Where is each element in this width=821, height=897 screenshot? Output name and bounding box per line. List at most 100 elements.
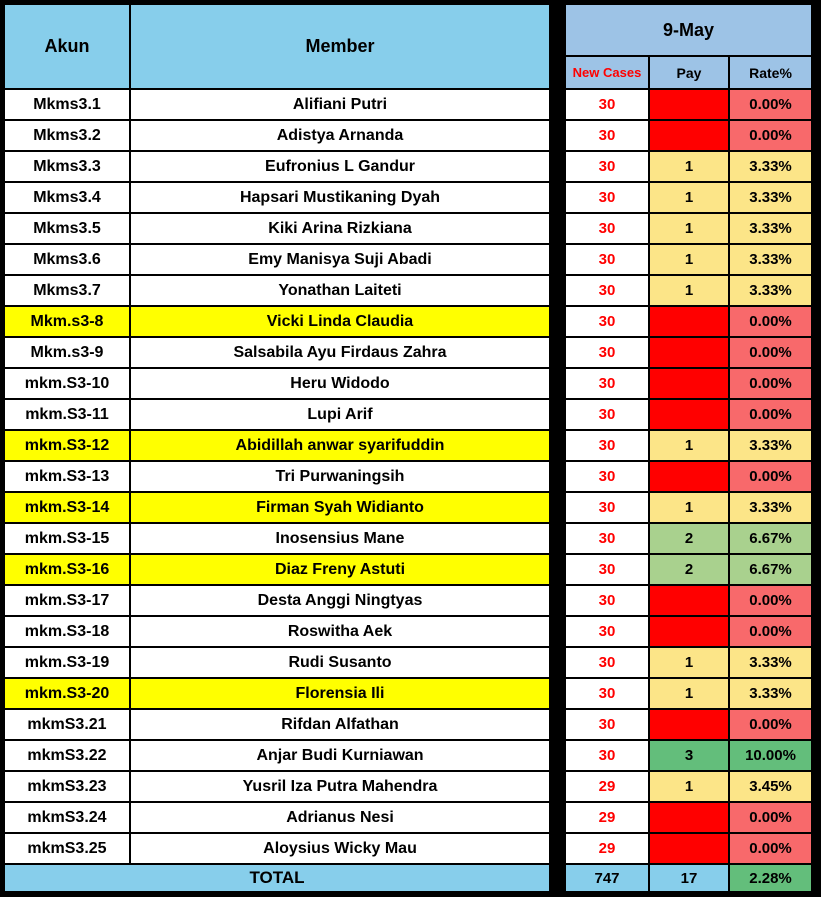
new-cases-cell[interactable]: 29 [564, 801, 650, 834]
new-cases-cell[interactable]: 30 [564, 181, 650, 214]
akun-cell[interactable]: Mkms3.4 [3, 181, 131, 214]
rate-cell[interactable]: 0.00% [727, 832, 814, 865]
rate-cell[interactable]: 0.00% [727, 708, 814, 741]
member-cell[interactable]: Hapsari Mustikaning Dyah [129, 181, 551, 214]
new-cases-cell[interactable]: 30 [564, 553, 650, 586]
akun-cell[interactable]: mkmS3.22 [3, 739, 131, 772]
new-cases-cell[interactable]: 30 [564, 646, 650, 679]
rate-cell[interactable]: 3.45% [727, 770, 814, 803]
pay-cell[interactable] [648, 119, 730, 152]
rate-cell[interactable]: 3.33% [727, 212, 814, 245]
akun-cell[interactable]: mkmS3.21 [3, 708, 131, 741]
akun-cell[interactable]: mkm.S3-11 [3, 398, 131, 431]
pay-cell[interactable]: 1 [648, 770, 730, 803]
pay-cell[interactable] [648, 584, 730, 617]
rate-cell[interactable]: 3.33% [727, 491, 814, 524]
new-cases-cell[interactable]: 30 [564, 305, 650, 338]
column-header-akun[interactable]: Akun [3, 3, 131, 90]
member-cell[interactable]: Salsabila Ayu Firdaus Zahra [129, 336, 551, 369]
new-cases-cell[interactable]: 30 [564, 522, 650, 555]
pay-cell[interactable] [648, 832, 730, 865]
column-header-pay[interactable]: Pay [648, 55, 730, 90]
rate-cell[interactable]: 0.00% [727, 119, 814, 152]
pay-cell[interactable]: 1 [648, 429, 730, 462]
rate-cell[interactable]: 0.00% [727, 615, 814, 648]
total-rate-cell[interactable]: 2.28% [727, 863, 814, 893]
member-cell[interactable]: Rudi Susanto [129, 646, 551, 679]
rate-cell[interactable]: 3.33% [727, 243, 814, 276]
akun-cell[interactable]: Mkms3.5 [3, 212, 131, 245]
pay-cell[interactable]: 3 [648, 739, 730, 772]
member-cell[interactable]: Vicki Linda Claudia [129, 305, 551, 338]
rate-cell[interactable]: 0.00% [727, 88, 814, 121]
member-cell[interactable]: Eufronius L Gandur [129, 150, 551, 183]
pay-cell[interactable] [648, 801, 730, 834]
new-cases-cell[interactable]: 30 [564, 584, 650, 617]
new-cases-cell[interactable]: 30 [564, 336, 650, 369]
member-cell[interactable]: Firman Syah Widianto [129, 491, 551, 524]
member-cell[interactable]: Anjar Budi Kurniawan [129, 739, 551, 772]
pay-cell[interactable] [648, 708, 730, 741]
new-cases-cell[interactable]: 29 [564, 770, 650, 803]
new-cases-cell[interactable]: 30 [564, 429, 650, 462]
member-cell[interactable]: Inosensius Mane [129, 522, 551, 555]
member-cell[interactable]: Diaz Freny Astuti [129, 553, 551, 586]
pay-cell[interactable] [648, 615, 730, 648]
pay-cell[interactable] [648, 367, 730, 400]
member-cell[interactable]: Rifdan Alfathan [129, 708, 551, 741]
pay-cell[interactable] [648, 88, 730, 121]
new-cases-cell[interactable]: 30 [564, 708, 650, 741]
akun-cell[interactable]: Mkms3.6 [3, 243, 131, 276]
rate-cell[interactable]: 6.67% [727, 522, 814, 555]
member-cell[interactable]: Adrianus Nesi [129, 801, 551, 834]
new-cases-cell[interactable]: 30 [564, 88, 650, 121]
rate-cell[interactable]: 0.00% [727, 801, 814, 834]
member-cell[interactable]: Aloysius Wicky Mau [129, 832, 551, 865]
rate-cell[interactable]: 3.33% [727, 646, 814, 679]
pay-cell[interactable]: 1 [648, 150, 730, 183]
new-cases-cell[interactable]: 30 [564, 243, 650, 276]
rate-cell[interactable]: 0.00% [727, 460, 814, 493]
rate-cell[interactable]: 3.33% [727, 429, 814, 462]
akun-cell[interactable]: Mkms3.7 [3, 274, 131, 307]
new-cases-cell[interactable]: 30 [564, 398, 650, 431]
new-cases-cell[interactable]: 30 [564, 274, 650, 307]
rate-cell[interactable]: 0.00% [727, 336, 814, 369]
akun-cell[interactable]: mkm.S3-14 [3, 491, 131, 524]
akun-cell[interactable]: mkm.S3-13 [3, 460, 131, 493]
member-cell[interactable]: Tri Purwaningsih [129, 460, 551, 493]
pay-cell[interactable] [648, 336, 730, 369]
member-cell[interactable]: Alifiani Putri [129, 88, 551, 121]
pay-cell[interactable]: 1 [648, 212, 730, 245]
total-label-cell[interactable]: TOTAL [3, 863, 551, 893]
new-cases-cell[interactable]: 30 [564, 460, 650, 493]
pay-cell[interactable] [648, 398, 730, 431]
new-cases-cell[interactable]: 30 [564, 212, 650, 245]
new-cases-cell[interactable]: 30 [564, 739, 650, 772]
member-cell[interactable]: Roswitha Aek [129, 615, 551, 648]
rate-cell[interactable]: 3.33% [727, 150, 814, 183]
akun-cell[interactable]: Mkm.s3-9 [3, 336, 131, 369]
akun-cell[interactable]: mkm.S3-20 [3, 677, 131, 710]
pay-cell[interactable]: 1 [648, 646, 730, 679]
rate-cell[interactable]: 3.33% [727, 677, 814, 710]
new-cases-cell[interactable]: 30 [564, 367, 650, 400]
member-cell[interactable]: Adistya Arnanda [129, 119, 551, 152]
total-pay-cell[interactable]: 17 [648, 863, 730, 893]
akun-cell[interactable]: mkm.S3-16 [3, 553, 131, 586]
akun-cell[interactable]: mkmS3.24 [3, 801, 131, 834]
member-cell[interactable]: Heru Widodo [129, 367, 551, 400]
akun-cell[interactable]: mkmS3.23 [3, 770, 131, 803]
akun-cell[interactable]: Mkms3.2 [3, 119, 131, 152]
pay-cell[interactable]: 2 [648, 522, 730, 555]
rate-cell[interactable]: 6.67% [727, 553, 814, 586]
member-cell[interactable]: Yusril Iza Putra Mahendra [129, 770, 551, 803]
pay-cell[interactable]: 1 [648, 181, 730, 214]
member-cell[interactable]: Abidillah anwar syarifuddin [129, 429, 551, 462]
akun-cell[interactable]: Mkms3.3 [3, 150, 131, 183]
member-cell[interactable]: Emy Manisya Suji Abadi [129, 243, 551, 276]
akun-cell[interactable]: mkm.S3-12 [3, 429, 131, 462]
pay-cell[interactable] [648, 305, 730, 338]
rate-cell[interactable]: 0.00% [727, 305, 814, 338]
akun-cell[interactable]: mkm.S3-18 [3, 615, 131, 648]
